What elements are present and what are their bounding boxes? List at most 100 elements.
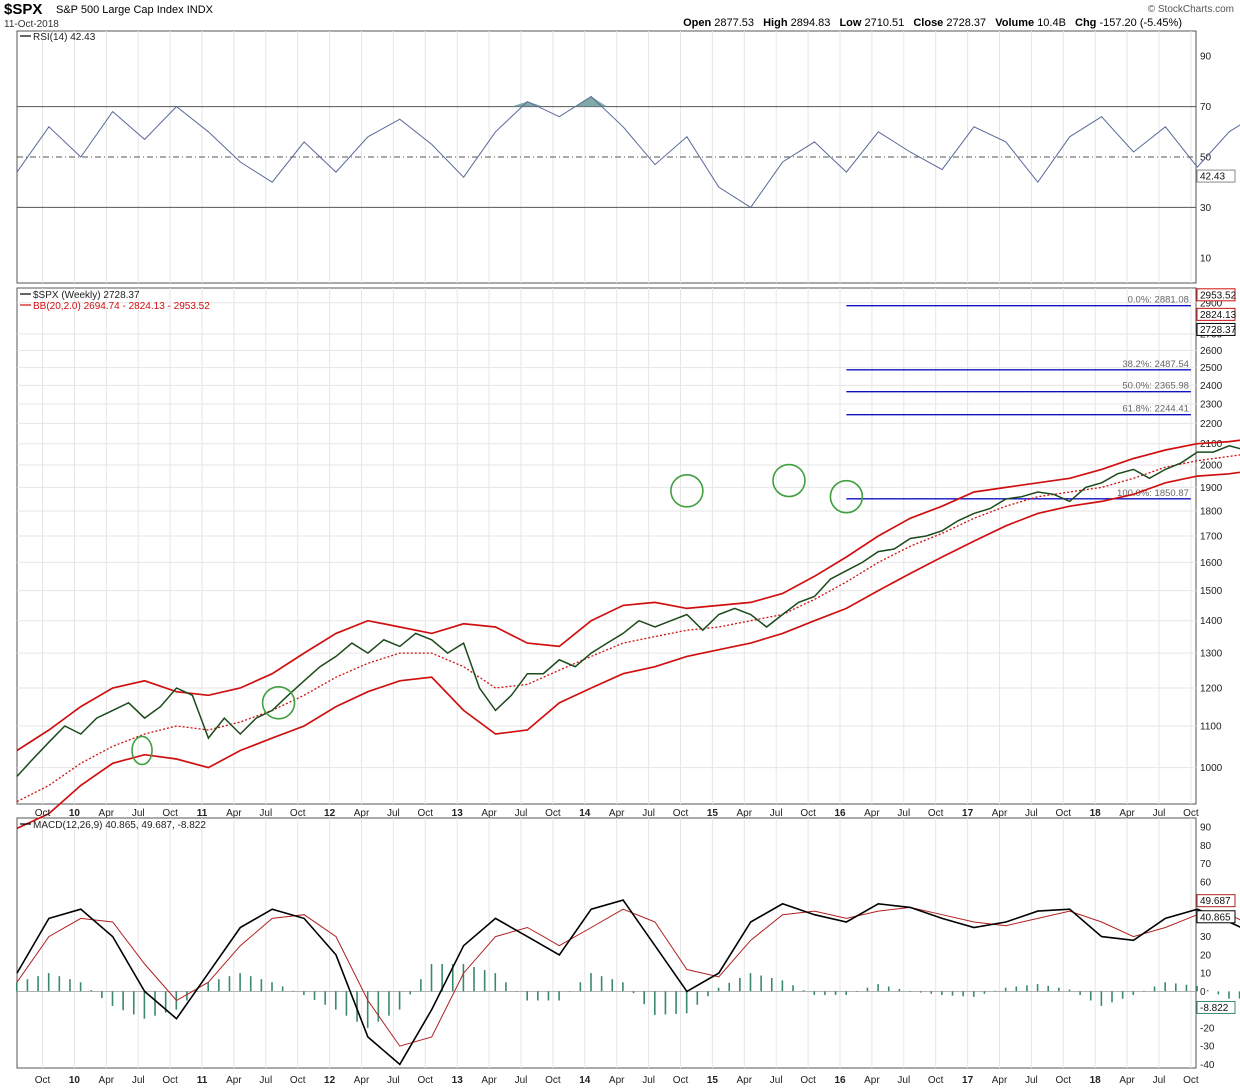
macd-histogram-bar — [770, 977, 773, 992]
macd-histogram-bar — [494, 973, 497, 992]
macd-histogram-bar — [579, 982, 582, 992]
macd-histogram-bar — [749, 973, 752, 992]
time-tick-label: Apr — [1119, 808, 1135, 819]
price-tick-label: 2400 — [1200, 381, 1223, 392]
annotation-circle — [829, 479, 864, 514]
price-tick-label: 2500 — [1200, 363, 1223, 374]
macd-histogram-bar — [1047, 985, 1050, 992]
time-tick-label-bottom: 16 — [834, 1075, 846, 1086]
time-tick-label: Jul — [259, 808, 272, 819]
macd-histogram-bar — [1015, 986, 1018, 992]
time-tick-label: Oct — [800, 808, 816, 819]
macd-histogram-bar — [600, 976, 603, 992]
macd-histogram-bar — [781, 980, 784, 992]
time-tick-label: Oct — [545, 808, 561, 819]
macd-histogram-bar — [568, 991, 571, 992]
macd-histogram-bar — [47, 973, 50, 992]
macd-panel[interactable]: -40-30-20-100102030405060708090MACD(12,2… — [16, 820, 1240, 1071]
instrument-exchange: INDX — [186, 4, 213, 16]
macd-histogram-bar — [37, 976, 39, 992]
time-tick-label-bottom: 15 — [707, 1075, 719, 1086]
time-tick-label-bottom: 12 — [324, 1075, 336, 1086]
macd-histogram-bar — [483, 970, 486, 992]
time-tick-label-bottom: Jul — [897, 1075, 910, 1086]
macd-histogram-bar — [1132, 991, 1135, 996]
macd-histogram-bar — [132, 991, 135, 1015]
price-tick-label: 1100 — [1200, 721, 1222, 732]
bb-upper-last-tag: 2953.52 — [1200, 290, 1237, 301]
macd-hist-last-tag: -8.822 — [1200, 1003, 1229, 1014]
time-tick-label: 14 — [579, 808, 591, 819]
ohlc-low-value: 2710.51 — [864, 17, 905, 29]
macd-tick-label: -40 — [1200, 1060, 1215, 1071]
macd-histogram-bar — [313, 991, 316, 1000]
macd-histogram-bar — [90, 990, 93, 992]
macd-histogram-bar — [919, 991, 922, 993]
time-tick-label-bottom: Oct — [1056, 1075, 1072, 1086]
macd-histogram-bar — [441, 963, 443, 992]
price-tick-label: 2100 — [1200, 439, 1223, 450]
macd-histogram-bar — [1228, 991, 1230, 999]
time-tick-label-bottom: Apr — [1119, 1075, 1135, 1086]
macd-tick-label: 20 — [1200, 950, 1212, 961]
price-tick-label: 1400 — [1200, 616, 1223, 627]
macd-histogram-bar — [143, 991, 146, 1019]
time-tick-label-bottom: Jul — [1153, 1075, 1166, 1086]
price-tick-label: 2300 — [1200, 399, 1223, 410]
macd-histogram-bar — [26, 979, 29, 992]
macd-histogram-bar — [962, 991, 964, 997]
time-tick-label-bottom: Jul — [770, 1075, 783, 1086]
time-tick-label: Apr — [737, 808, 753, 819]
time-tick-label: Jul — [897, 808, 910, 819]
time-tick-label: Oct — [162, 808, 178, 819]
time-axis: Oct Oct 10 10 Apr Apr Jul Jul Oct Oct 11 11 Apr Apr Ju… — [35, 808, 1199, 1086]
time-tick-label-bottom: Apr — [864, 1075, 880, 1086]
price-panel[interactable]: 1000 1100 1200 1300 1400 1500 1600 1700 1800 1900… — [16, 288, 1240, 830]
time-tick-label: 17 — [962, 808, 974, 819]
time-tick-label: 12 — [324, 808, 336, 819]
macd-histogram-bar — [430, 963, 433, 992]
time-tick-label: 16 — [834, 808, 846, 819]
macd-hist-last-tag-box — [1196, 1000, 1236, 1014]
bb-middle-last-tag: 2824.13 — [1200, 310, 1237, 321]
time-tick-label-bottom: Jul — [1025, 1075, 1038, 1086]
ohlc-close-label: Close — [913, 17, 944, 29]
macd-histogram-bar — [1238, 991, 1240, 999]
macd-histogram-bar — [420, 979, 422, 992]
time-tick-label: Oct — [1056, 808, 1072, 819]
macd-histogram-bar — [1143, 990, 1145, 992]
macd-histogram-bar — [653, 991, 656, 1016]
price-tick-label: 1500 — [1200, 586, 1223, 597]
time-tick-label: Oct — [1183, 808, 1199, 819]
time-tick-label: Oct — [418, 808, 434, 819]
macd-histogram-bar — [1111, 991, 1113, 1003]
rsi-legend: RSI(14) 42.43 — [33, 32, 96, 43]
macd-histogram-bar — [473, 967, 475, 992]
price-last-tag-box — [1196, 322, 1236, 336]
macd-histogram-bar — [951, 991, 954, 996]
time-tick-label-bottom: Oct — [928, 1075, 944, 1086]
time-tick-label-bottom: 11 — [197, 1075, 208, 1086]
macd-histogram-bar — [994, 990, 996, 992]
macd-histogram-bar — [675, 991, 677, 1014]
time-tick-label-bottom: Jul — [387, 1075, 400, 1086]
price-legend: $SPX (Weekly) 2728.37 — [33, 290, 140, 301]
time-tick-label-bottom: 10 — [69, 1075, 81, 1086]
macd-histogram-bar — [856, 991, 858, 992]
macd-histogram-bar — [930, 991, 933, 994]
macd-histogram-bar — [1153, 986, 1156, 992]
macd-histogram-bar — [101, 991, 103, 999]
price-frame — [16, 287, 1197, 805]
price-tick-label: 2600 — [1200, 346, 1223, 357]
time-tick-label-bottom: Oct — [1183, 1075, 1199, 1086]
macd-histogram-bar — [58, 976, 61, 992]
macd-tick-label: -20 — [1200, 1023, 1215, 1034]
macd-histogram-bar — [111, 991, 114, 1006]
ohlc-volume-value: 10.4B — [1037, 17, 1066, 29]
macd-histogram-bar — [1026, 985, 1028, 992]
rsi-tick-label: 70 — [1200, 102, 1212, 113]
time-tick-label-bottom: Jul — [259, 1075, 272, 1086]
macd-histogram-bar — [324, 991, 326, 1005]
